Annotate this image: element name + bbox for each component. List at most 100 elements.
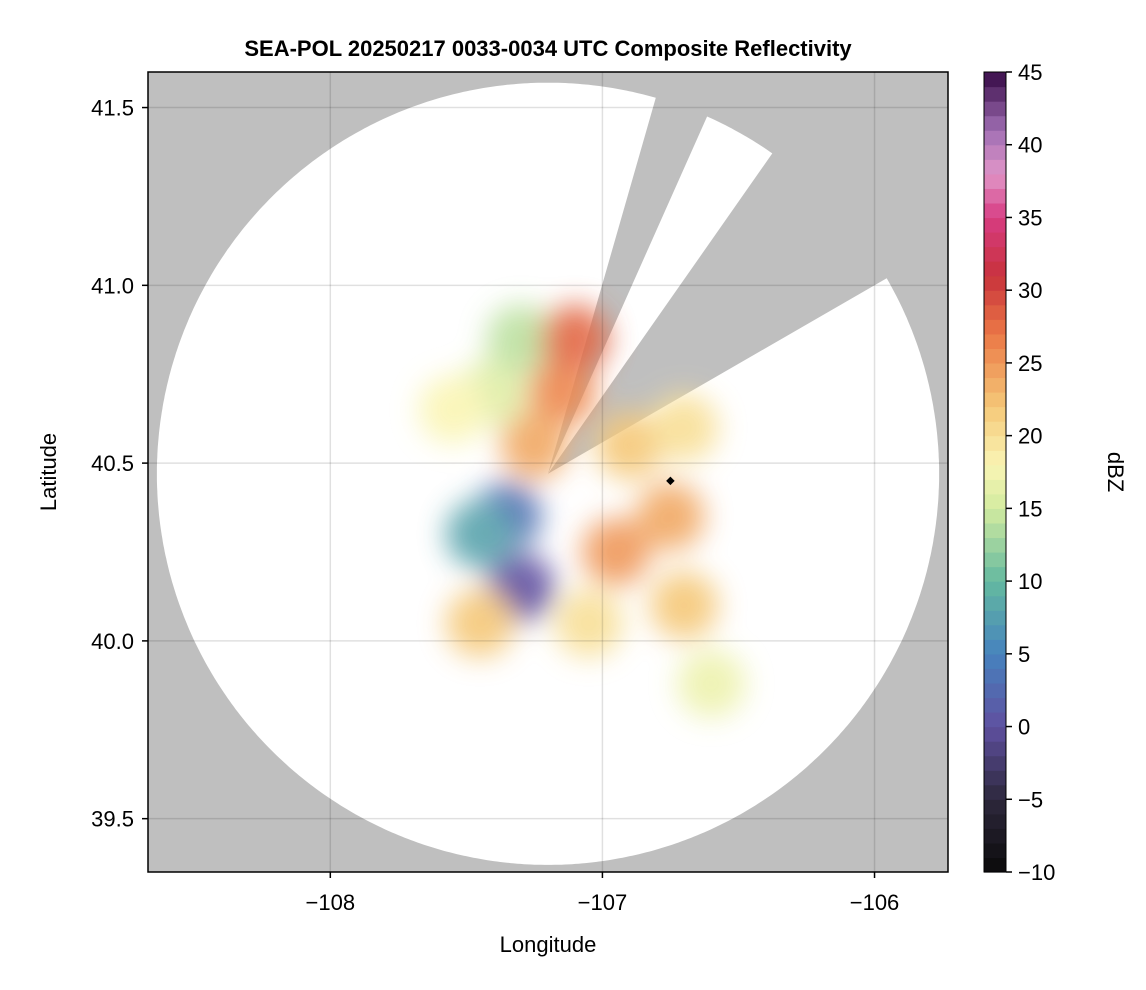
y-tick-label: 41.5 bbox=[91, 96, 134, 121]
colorbar-level bbox=[984, 610, 1006, 626]
colorbar-level bbox=[984, 202, 1006, 219]
site-marker bbox=[666, 476, 675, 486]
chart-title: SEA-POL 20250217 0033-0034 UTC Composite… bbox=[244, 36, 852, 61]
colorbar-level bbox=[984, 552, 1006, 568]
colorbar-level bbox=[984, 101, 1006, 117]
colorbar-level bbox=[984, 246, 1006, 262]
colorbar-level bbox=[984, 799, 1006, 815]
colorbar-level bbox=[984, 232, 1006, 248]
colorbar-level bbox=[984, 72, 1006, 88]
colorbar-level bbox=[984, 624, 1006, 640]
colorbar-level bbox=[984, 537, 1006, 553]
y-axis: 39.5 40.0 40.5 41.0 41.5 bbox=[91, 96, 148, 832]
y-tick-label: 40.5 bbox=[91, 451, 134, 476]
colorbar-level bbox=[984, 261, 1006, 277]
colorbar-level bbox=[984, 581, 1006, 597]
colorbar-level bbox=[984, 813, 1006, 829]
x-axis: −108 −107 −106 bbox=[306, 872, 900, 915]
echo-region bbox=[418, 375, 487, 444]
plot-area bbox=[148, 72, 948, 872]
colorbar-tick-label: 0 bbox=[1018, 715, 1030, 740]
colorbar-tick-label: 25 bbox=[1018, 351, 1042, 376]
echo-region bbox=[527, 358, 596, 426]
echo-region bbox=[554, 589, 623, 658]
colorbar-level bbox=[984, 741, 1006, 757]
echo-region bbox=[446, 589, 514, 658]
colorbar-level bbox=[984, 595, 1006, 611]
colorbar-tick-label: 5 bbox=[1018, 642, 1030, 667]
colorbar-tick-label: 10 bbox=[1018, 569, 1042, 594]
colorbar-tick-label: 20 bbox=[1018, 424, 1042, 449]
colorbar-level bbox=[984, 217, 1006, 233]
plot-frame bbox=[147, 71, 949, 873]
echo-layer bbox=[418, 304, 746, 718]
colorbar-level bbox=[984, 682, 1006, 699]
echo-region bbox=[446, 500, 514, 569]
colorbar-level bbox=[984, 508, 1006, 524]
colorbar bbox=[983, 71, 1007, 873]
echo-region bbox=[582, 518, 650, 586]
colorbar-level bbox=[984, 784, 1006, 800]
colorbar-level bbox=[984, 348, 1006, 364]
x-tick-label: −106 bbox=[850, 890, 900, 915]
colorbar-level bbox=[984, 712, 1006, 728]
colorbar-level bbox=[984, 450, 1006, 466]
echo-region bbox=[636, 482, 705, 551]
colorbar-level bbox=[984, 464, 1006, 480]
colorbar-level bbox=[984, 159, 1006, 175]
colorbar-level bbox=[984, 653, 1006, 669]
colorbar-level bbox=[984, 522, 1006, 539]
colorbar-tick-label: −10 bbox=[1018, 860, 1055, 885]
colorbar-tick-label: 40 bbox=[1018, 133, 1042, 158]
echo-region bbox=[595, 411, 664, 480]
y-tick-label: 40.0 bbox=[91, 629, 134, 654]
colorbar-level bbox=[984, 421, 1006, 437]
colorbar-level bbox=[984, 333, 1006, 349]
echo-region bbox=[486, 304, 555, 373]
colorbar-level bbox=[984, 392, 1006, 408]
colorbar-level bbox=[984, 290, 1006, 306]
colorbar-level bbox=[984, 406, 1006, 422]
y-axis-label: Latitude bbox=[36, 433, 61, 511]
echo-region bbox=[500, 411, 569, 480]
colorbar-level bbox=[984, 828, 1006, 844]
colorbar-level bbox=[984, 362, 1006, 379]
y-tick-label: 39.5 bbox=[91, 807, 134, 832]
x-axis-label: Longitude bbox=[500, 932, 597, 957]
colorbar-level bbox=[984, 697, 1006, 713]
y-tick-label: 41.0 bbox=[91, 273, 134, 298]
colorbar-level bbox=[984, 668, 1006, 684]
colorbar-frame bbox=[983, 71, 1007, 873]
echo-region bbox=[677, 649, 746, 718]
colorbar-level bbox=[984, 130, 1006, 146]
echo-region bbox=[650, 393, 719, 462]
colorbar-level bbox=[984, 144, 1006, 160]
colorbar-tick-label: −5 bbox=[1018, 787, 1043, 812]
colorbar-level bbox=[984, 842, 1006, 859]
colorbar-label: dBZ bbox=[1103, 452, 1128, 492]
colorbar-level bbox=[984, 435, 1006, 451]
echo-region bbox=[541, 304, 610, 373]
colorbar-level bbox=[984, 857, 1006, 873]
colorbar-level bbox=[984, 173, 1006, 189]
colorbar-level bbox=[984, 188, 1006, 204]
colorbar-level bbox=[984, 493, 1006, 509]
colorbar-tick-label: 45 bbox=[1018, 60, 1042, 85]
colorbar-level bbox=[984, 377, 1006, 393]
colorbar-level bbox=[984, 479, 1006, 495]
x-tick-label: −107 bbox=[578, 890, 628, 915]
x-tick-label: −108 bbox=[306, 890, 356, 915]
colorbar-tick-label: 30 bbox=[1018, 278, 1042, 303]
colorbar-level bbox=[984, 726, 1006, 742]
colorbar-level bbox=[984, 566, 1006, 582]
colorbar-level bbox=[984, 115, 1006, 131]
colorbar-ticks: −10 −5 0 5 10 15 20 25 30 35 40 45 bbox=[1006, 60, 1055, 885]
echo-region bbox=[650, 571, 719, 640]
colorbar-level bbox=[984, 86, 1006, 102]
grid-lines bbox=[148, 72, 948, 872]
colorbar-tick-label: 15 bbox=[1018, 496, 1042, 521]
colorbar-level bbox=[984, 304, 1006, 320]
colorbar-level bbox=[984, 319, 1006, 335]
colorbar-level bbox=[984, 770, 1006, 786]
